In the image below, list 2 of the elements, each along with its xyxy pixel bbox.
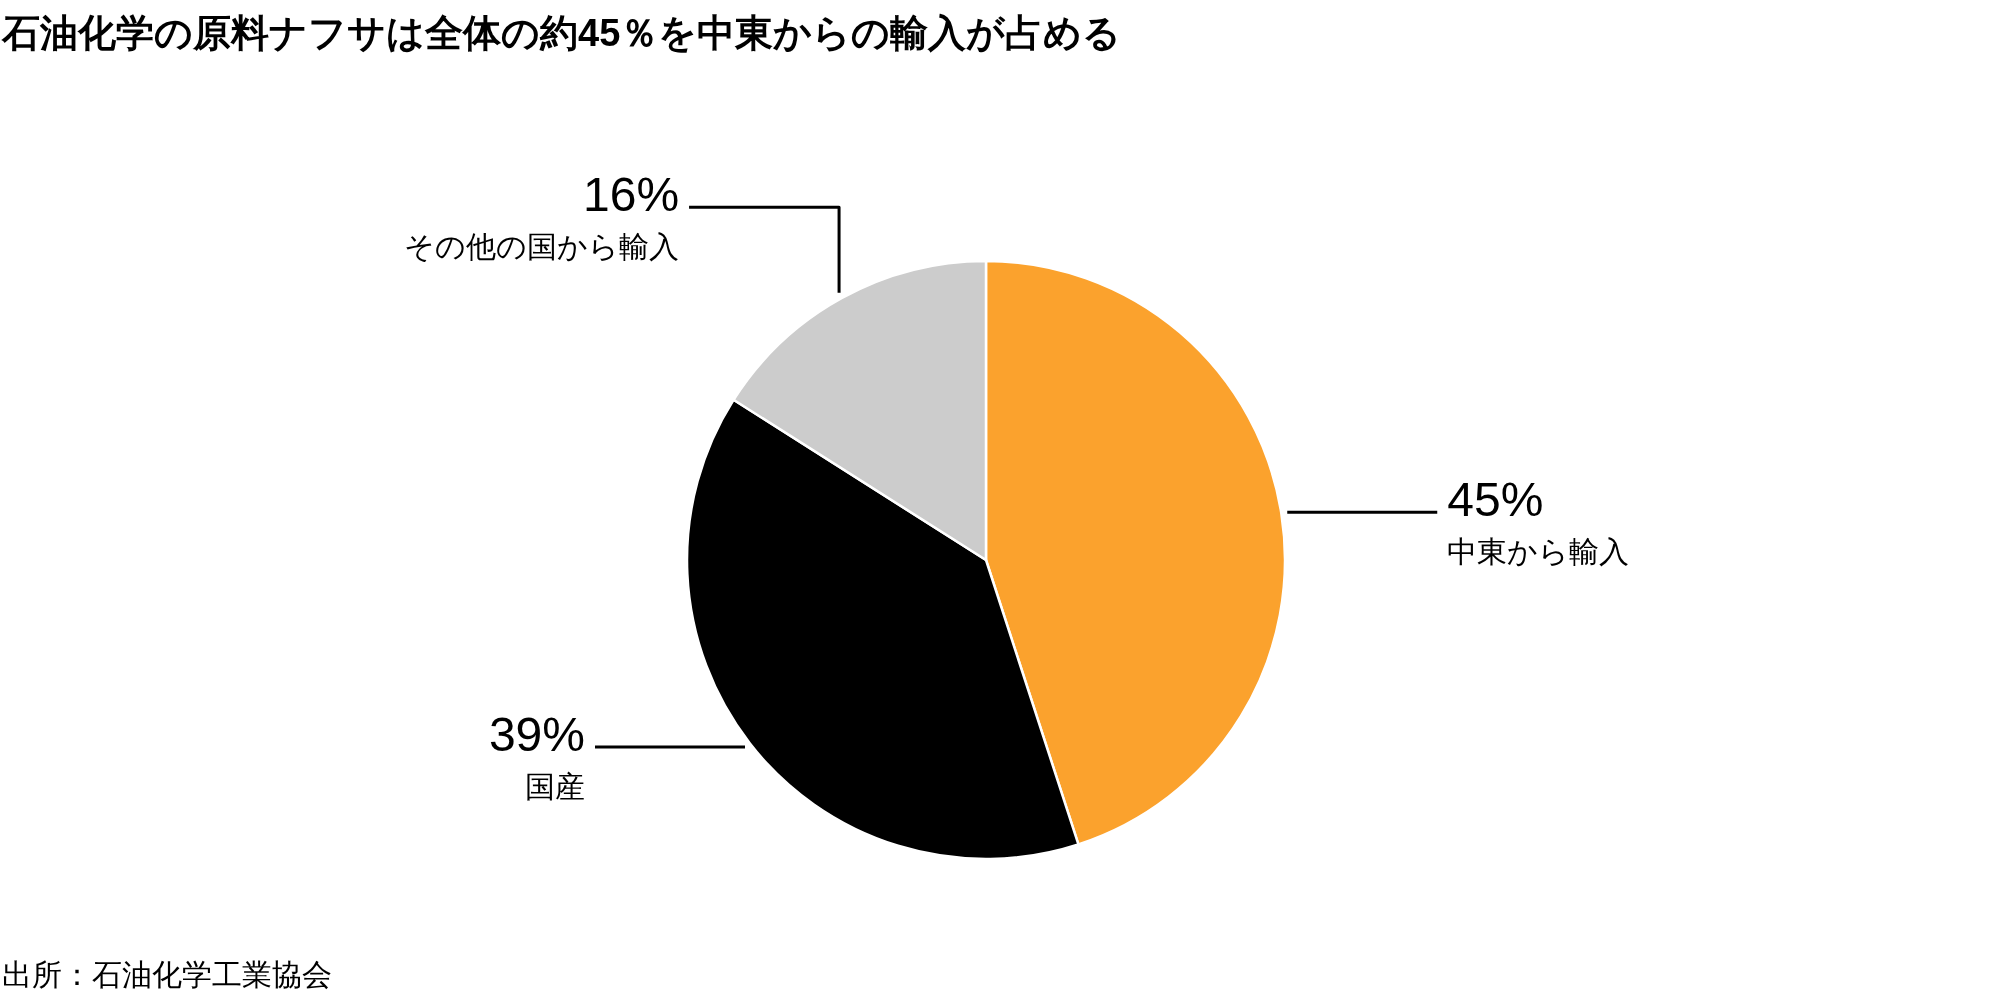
annotation: 出所：石油化学工業協会: [2, 958, 332, 991]
title: 石油化学の原料ナフサは全体の約45％を中東からの輸入が占める: [2, 12, 1122, 54]
